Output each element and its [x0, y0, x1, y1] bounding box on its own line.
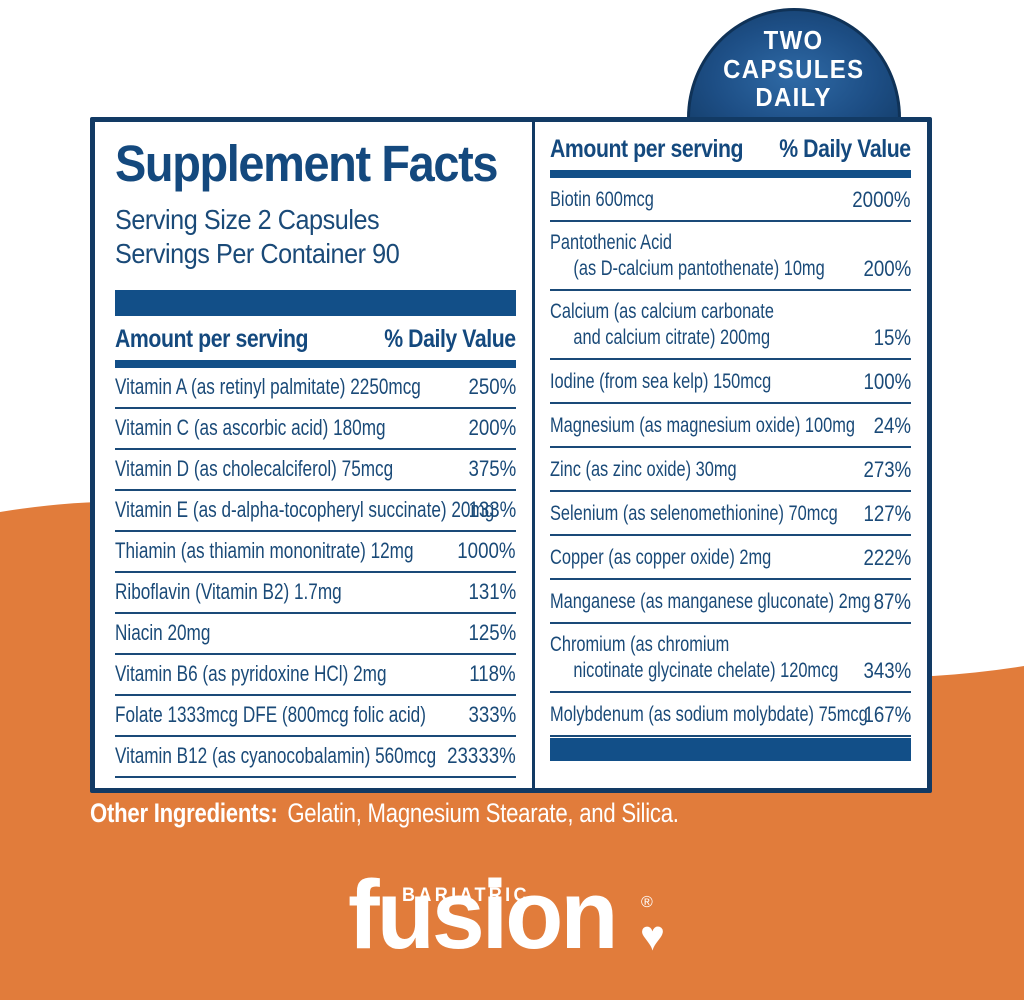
daily-value: 127%	[863, 501, 911, 526]
table-row: Magnesium (as magnesium oxide) 100mg 24%	[550, 404, 911, 448]
table-row: Iodine (from sea kelp) 150mcg 100%	[550, 360, 911, 404]
table-row: Pantothenic Acid (as D-calcium pantothena…	[550, 222, 911, 291]
daily-value: 118%	[469, 661, 516, 687]
nutrient-name: Iodine (from sea kelp) 150mcg	[550, 369, 772, 393]
table-row: Vitamin A (as retinyl palmitate) 2250mcg…	[115, 368, 516, 410]
column-header-row: Amount per serving % Daily Value	[550, 135, 912, 164]
nutrient-name: Vitamin B12 (as cyanocobalamin) 560mcg	[115, 742, 437, 768]
facts-column-right: Amount per serving % Daily Value Biotin …	[535, 122, 927, 788]
table-row: Vitamin C (as ascorbic acid) 180mg 200%	[115, 409, 516, 451]
table-row: Vitamin D (as cholecalciferol) 75mcg 375%	[115, 450, 516, 492]
nutrient-name: Copper (as copper oxide) 2mg	[550, 545, 772, 569]
daily-value: 24%	[873, 413, 911, 438]
nutrient-name: Chromium (as chromium nicotinate glycinat…	[550, 632, 839, 682]
nutrient-name: Vitamin C (as ascorbic acid) 180mg	[115, 414, 386, 440]
table-row: Riboflavin (Vitamin B2) 1.7mg 131%	[115, 573, 516, 615]
section-bar	[115, 290, 516, 317]
table-row: Molybdenum (as sodium molybdate) 75mcg 16…	[550, 693, 911, 737]
serving-size: Serving Size 2 Capsules	[115, 204, 380, 235]
column-divider	[532, 122, 535, 788]
nutrient-name: Vitamin E (as d-alpha-tocopheryl succina…	[115, 496, 495, 522]
nutrient-name: Selenium (as selenomethionine) 70mcg	[550, 501, 838, 525]
nutrient-name: Vitamin A (as retinyl palmitate) 2250mcg	[115, 373, 421, 399]
daily-value: 23333%	[447, 743, 516, 769]
daily-value: 15%	[873, 325, 911, 350]
facts-column-left: Supplement Facts Serving Size 2 Capsules…	[95, 122, 532, 788]
header-rule	[115, 360, 516, 369]
badge-line: CAPSULES	[723, 53, 865, 84]
daily-value: 87%	[873, 589, 911, 614]
daily-value: 133%	[468, 497, 516, 523]
table-row: Vitamin E (as d-alpha-tocopheryl succina…	[115, 491, 516, 533]
nutrient-table-left: Vitamin A (as retinyl palmitate) 2250mcg…	[115, 368, 516, 779]
daily-value: 131%	[468, 579, 516, 605]
daily-value: 2000%	[852, 187, 911, 212]
other-ingredients: Other Ingredients: Gelatin, Magnesium Ste…	[90, 798, 679, 829]
nutrient-name: Niacin 20mg	[115, 619, 211, 645]
daily-value: 343%	[863, 658, 911, 683]
table-row: Calcium (as calcium carbonate and calcium…	[550, 291, 911, 360]
table-row: Biotin 600mcg 2000%	[550, 178, 911, 222]
nutrient-name: Biotin 600mcg	[550, 187, 654, 211]
brand-name-top: BARIATRIC	[402, 885, 530, 906]
nutrient-name: Folate 1333mcg DFE (800mcg folic acid)	[115, 701, 426, 727]
nutrient-name: Pantothenic Acid (as D-calcium pantothena…	[550, 230, 825, 280]
header-rule	[550, 170, 911, 178]
nutrient-name: Molybdenum (as sodium molybdate) 75mcg	[550, 702, 868, 726]
nutrient-table-right: Biotin 600mcg 2000% Pantothenic Acid (as D-…	[550, 178, 911, 737]
table-row: Vitamin B12 (as cyanocobalamin) 560mcg 23…	[115, 737, 516, 779]
nutrient-name: Zinc (as zinc oxide) 30mg	[550, 457, 737, 481]
other-ingredients-label: Other Ingredients:	[90, 798, 278, 828]
bariatric-fusion-logo: BARIATRIC fusion ® ♥	[348, 860, 688, 983]
table-row: Folate 1333mcg DFE (800mcg folic acid) 33…	[115, 696, 516, 738]
nutrient-name: Magnesium (as magnesium oxide) 100mg	[550, 413, 855, 437]
servings-per-container: Servings Per Container 90	[115, 237, 400, 269]
daily-value: 125%	[468, 620, 516, 646]
table-end-bar	[550, 738, 911, 761]
badge-line: DAILY	[755, 82, 833, 113]
daily-value-header: % Daily Value	[384, 325, 517, 354]
daily-value: 167%	[863, 702, 911, 727]
amount-per-serving-header: Amount per serving	[115, 325, 309, 354]
serving-info: Serving Size 2 Capsules Servings Per Con…	[115, 203, 516, 270]
nutrient-name: Thiamin (as thiamin mononitrate) 12mg	[115, 537, 414, 563]
table-row: Thiamin (as thiamin mononitrate) 12mg 100…	[115, 532, 516, 574]
nutrient-name: Calcium (as calcium carbonate and calcium…	[550, 299, 774, 349]
facts-panel: Supplement Facts Serving Size 2 Capsules…	[90, 117, 932, 793]
table-row: Vitamin B6 (as pyridoxine HCl) 2mg 118%	[115, 655, 516, 697]
registered-mark-icon: ®	[641, 894, 653, 911]
daily-value-header: % Daily Value	[779, 135, 912, 163]
table-row: Copper (as copper oxide) 2mg 222%	[550, 536, 911, 580]
brand-name-main: fusion	[348, 860, 618, 969]
daily-value: 222%	[863, 545, 911, 570]
daily-value: 200%	[863, 256, 911, 281]
daily-value: 273%	[863, 457, 911, 482]
column-header-row: Amount per serving % Daily Value	[115, 324, 516, 354]
daily-value: 333%	[468, 702, 516, 728]
daily-value: 375%	[468, 456, 516, 482]
table-row: Manganese (as manganese gluconate) 2mg 87…	[550, 580, 911, 624]
daily-value: 1000%	[457, 538, 516, 564]
daily-value: 100%	[863, 369, 911, 394]
table-row: Selenium (as selenomethionine) 70mcg 127%	[550, 492, 911, 536]
nutrient-name: Manganese (as manganese gluconate) 2mg	[550, 589, 871, 613]
nutrient-name: Vitamin D (as cholecalciferol) 75mcg	[115, 455, 394, 481]
supplement-facts-title: Supplement Facts	[115, 135, 498, 192]
table-row: Chromium (as chromium nicotinate glycinat…	[550, 624, 911, 693]
other-ingredients-text: Gelatin, Magnesium Stearate, and Silica.	[287, 798, 679, 828]
amount-per-serving-header: Amount per serving	[550, 135, 744, 163]
table-row: Zinc (as zinc oxide) 30mg 273%	[550, 448, 911, 492]
table-row: Niacin 20mg 125%	[115, 614, 516, 656]
badge-line: TWO	[764, 25, 824, 56]
heart-icon: ♥	[640, 912, 665, 959]
nutrient-name: Vitamin B6 (as pyridoxine HCl) 2mg	[115, 660, 387, 686]
nutrient-name: Riboflavin (Vitamin B2) 1.7mg	[115, 578, 342, 604]
daily-value: 200%	[468, 415, 516, 441]
daily-value: 250%	[468, 374, 516, 400]
